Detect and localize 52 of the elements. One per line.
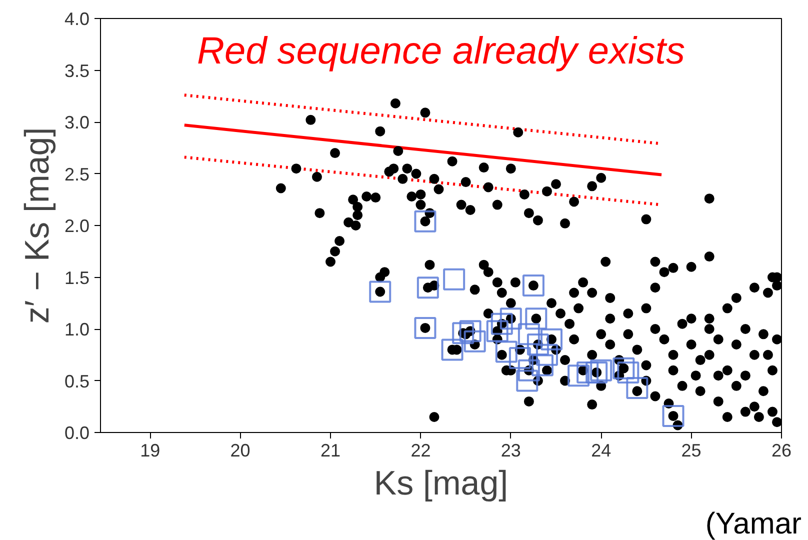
point bbox=[464, 330, 486, 352]
point bbox=[522, 274, 544, 297]
y-tick-label: 1.0 bbox=[64, 320, 90, 340]
y-tick-label: 0.0 bbox=[64, 423, 90, 443]
x-tick-label: 20 bbox=[230, 440, 250, 460]
point bbox=[518, 359, 540, 382]
y-tick-label: 2.0 bbox=[64, 216, 90, 236]
x-tick-label: 23 bbox=[500, 440, 521, 460]
point bbox=[516, 370, 538, 392]
point bbox=[369, 280, 392, 303]
point bbox=[568, 364, 590, 387]
point bbox=[531, 354, 554, 376]
x-tick-label: 19 bbox=[140, 440, 160, 460]
point bbox=[495, 340, 518, 363]
point bbox=[662, 404, 684, 427]
point bbox=[459, 320, 482, 342]
point bbox=[443, 268, 466, 290]
point bbox=[486, 320, 508, 342]
point bbox=[536, 344, 558, 366]
x-tick-label: 26 bbox=[771, 440, 792, 460]
point bbox=[518, 323, 540, 346]
chart-title: Red sequence already exists bbox=[197, 30, 685, 72]
point bbox=[416, 276, 439, 299]
point bbox=[617, 361, 640, 384]
text: (Yamar bbox=[705, 508, 802, 540]
point bbox=[540, 328, 562, 350]
point bbox=[525, 308, 548, 330]
y-tick-label: 1.5 bbox=[64, 268, 90, 288]
y-tick-label: 3.5 bbox=[64, 60, 90, 81]
point bbox=[576, 361, 599, 384]
point bbox=[452, 322, 474, 344]
point bbox=[590, 359, 612, 382]
y-tick-label: 0.5 bbox=[64, 371, 90, 392]
point bbox=[414, 316, 436, 339]
y-axis-title: z′ − Ks [mag] bbox=[18, 127, 56, 324]
point bbox=[490, 312, 513, 335]
point bbox=[414, 210, 436, 232]
x-tick-label: 22 bbox=[410, 440, 431, 460]
y-tick-label: 4.0 bbox=[64, 9, 90, 29]
point bbox=[612, 357, 635, 380]
x-tick-label: 24 bbox=[591, 440, 612, 460]
x-axis-title: Ks [mag] bbox=[374, 464, 508, 502]
point bbox=[526, 334, 549, 356]
point bbox=[500, 308, 522, 330]
point bbox=[441, 338, 464, 361]
point bbox=[626, 376, 648, 399]
point bbox=[586, 361, 608, 384]
y-tick-label: 3.0 bbox=[64, 112, 90, 132]
y-tick-label: 2.5 bbox=[64, 164, 90, 184]
point bbox=[508, 346, 531, 369]
x-tick-label: 21 bbox=[320, 440, 341, 460]
x-tick-label: 25 bbox=[681, 440, 702, 460]
